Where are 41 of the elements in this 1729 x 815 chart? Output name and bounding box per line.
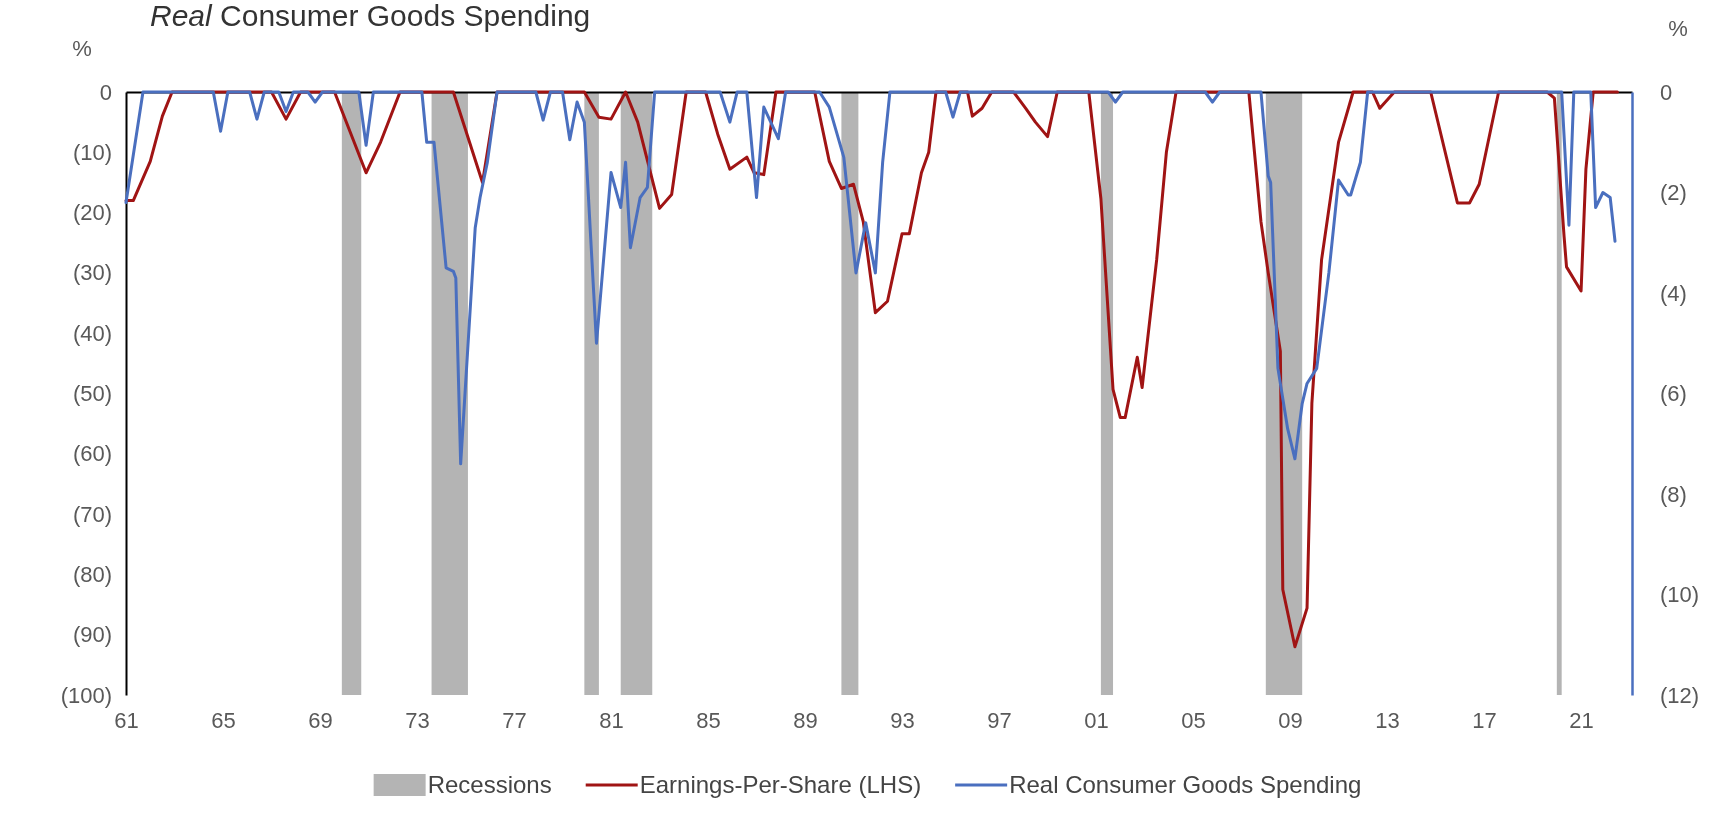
x-tick-label: 13 xyxy=(1375,707,1400,733)
y2-axis-title: % xyxy=(1668,16,1688,41)
y-tick-label: (30) xyxy=(72,260,112,286)
y2-tick-label: (8) xyxy=(1660,481,1687,507)
y-tick-label: (90) xyxy=(72,622,112,648)
y-tick-label: (100) xyxy=(60,682,112,708)
y2-tick-label: (12) xyxy=(1660,682,1700,708)
x-tick-label: 97 xyxy=(987,707,1012,733)
y2-tick-label: (4) xyxy=(1660,280,1687,306)
chart-title: Real Consumer Goods Spending xyxy=(150,0,591,32)
line-series xyxy=(124,90,1617,466)
x-tick-label: 05 xyxy=(1181,707,1206,733)
y-tick-label: (40) xyxy=(72,320,112,346)
x-tick-label: 61 xyxy=(114,707,139,733)
x-tick-label: 21 xyxy=(1569,707,1594,733)
x-tick-label: 09 xyxy=(1278,707,1303,733)
y-tick-label: (10) xyxy=(72,139,112,165)
x-tick-label: 17 xyxy=(1472,707,1497,733)
x-tick-label: 65 xyxy=(211,707,236,733)
x-tick-label: 77 xyxy=(502,707,527,733)
y2-tick-label: (10) xyxy=(1660,582,1700,608)
y2-tick-label: (2) xyxy=(1660,180,1687,206)
legend-label: Real Consumer Goods Spending xyxy=(1009,771,1362,798)
y-tick-label: (60) xyxy=(72,441,112,467)
x-tick-label: 73 xyxy=(405,707,430,733)
y2-tick-label: (6) xyxy=(1660,381,1687,407)
x-tick-label: 01 xyxy=(1084,707,1109,733)
x-tick-label: 85 xyxy=(696,707,721,733)
y2-tick-label: 0 xyxy=(1660,79,1673,105)
legend-label: Earnings-Per-Share (LHS) xyxy=(639,771,922,798)
x-tick-label: 69 xyxy=(308,707,333,733)
y-tick-label: (20) xyxy=(72,200,112,226)
y-axis-title: % xyxy=(72,36,92,61)
x-tick-label: 89 xyxy=(793,707,818,733)
y-tick-label: (80) xyxy=(72,561,112,587)
y-tick-label: (70) xyxy=(72,501,112,527)
x-tick-label: 81 xyxy=(599,707,624,733)
legend-label: Recessions xyxy=(427,771,552,798)
y-tick-label: (50) xyxy=(72,381,112,407)
x-tick-label: 93 xyxy=(890,707,915,733)
y-tick-label: 0 xyxy=(99,79,112,105)
